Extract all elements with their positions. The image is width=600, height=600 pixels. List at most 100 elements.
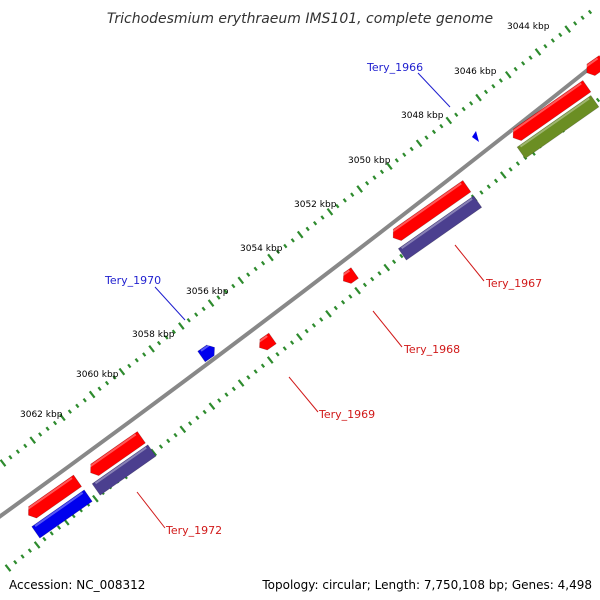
outer-tick-mark bbox=[415, 139, 423, 148]
inner-tick-mark bbox=[508, 167, 513, 172]
outer-tick-mark bbox=[409, 146, 414, 152]
outer-tick-mark bbox=[148, 344, 155, 353]
outer-tick-mark bbox=[75, 403, 80, 409]
outer-tick-mark bbox=[67, 409, 72, 414]
outer-tick-mark bbox=[207, 299, 215, 307]
outer-tick-mark bbox=[127, 363, 132, 369]
inner-tick-mark bbox=[166, 438, 171, 444]
outer-tick-mark bbox=[59, 413, 66, 422]
inner-tick-mark bbox=[158, 444, 164, 449]
cds-feature bbox=[585, 55, 600, 76]
outer-tick-mark bbox=[424, 135, 429, 140]
outer-tick-mark bbox=[580, 15, 585, 20]
outer-tick-mark bbox=[445, 116, 453, 125]
genome-backbone bbox=[0, 58, 600, 519]
outer-tick-mark bbox=[498, 78, 503, 83]
inner-tick-mark bbox=[179, 425, 187, 434]
outer-tick-mark bbox=[394, 158, 399, 163]
inner-tick-mark bbox=[479, 190, 484, 195]
inner-tick-mark bbox=[311, 323, 317, 328]
gene-label: Tery_1968 bbox=[403, 343, 460, 356]
outer-tick-mark bbox=[504, 70, 512, 79]
tick-label: 3062 kbp bbox=[20, 410, 63, 420]
cds-feature bbox=[258, 332, 277, 351]
outer-tick-mark bbox=[372, 175, 377, 180]
outer-tick-mark bbox=[178, 322, 185, 330]
tick-marks bbox=[0, 9, 600, 572]
cds-feature bbox=[397, 195, 483, 261]
inner-tick-mark bbox=[202, 409, 207, 415]
outer-tick-mark bbox=[97, 386, 102, 392]
inner-tick-mark bbox=[275, 351, 280, 357]
outer-tick-mark bbox=[223, 289, 229, 294]
cds-feature bbox=[516, 95, 600, 159]
outer-tick-mark bbox=[312, 220, 318, 226]
cds-feature bbox=[31, 489, 93, 539]
inner-tick-mark bbox=[354, 286, 361, 295]
outer-tick-mark bbox=[521, 61, 526, 66]
inner-tick-mark bbox=[499, 171, 507, 179]
tick-labels: 3044 kbp 3046 kbp 3048 kbp 3050 kbp 3052 kbp… bbox=[20, 22, 550, 420]
outer-tick-mark bbox=[469, 101, 474, 106]
outer-tick-mark bbox=[483, 89, 489, 95]
outer-tick-mark bbox=[29, 436, 37, 445]
inner-tick-mark bbox=[92, 494, 99, 503]
map-title: Trichodesmium erythraeum IMS101, complet… bbox=[107, 11, 493, 27]
outer-tick-mark bbox=[356, 185, 363, 193]
cds-feature bbox=[342, 267, 359, 284]
gene-label: Tery_1967 bbox=[485, 277, 542, 290]
outer-tick-mark bbox=[350, 192, 355, 197]
outer-tick-mark bbox=[253, 266, 258, 272]
tick-label: 3054 kbp bbox=[240, 244, 283, 254]
inner-tick-mark bbox=[304, 328, 309, 334]
outer-tick-mark bbox=[386, 162, 393, 170]
outer-tick-mark bbox=[88, 390, 96, 399]
tick-label: 3056 kbp bbox=[186, 287, 229, 297]
outer-tick-mark bbox=[534, 48, 542, 56]
outer-tick-mark bbox=[164, 335, 169, 340]
genome-summary-text: Topology: circular; Length: 7,750,108 bp… bbox=[262, 578, 592, 592]
cds-feature bbox=[89, 431, 146, 476]
outer-tick-mark bbox=[15, 449, 20, 454]
inner-tick-mark bbox=[237, 379, 245, 387]
outer-tick-mark bbox=[402, 152, 407, 157]
outer-tick-mark bbox=[156, 340, 162, 346]
inner-tick-mark bbox=[246, 375, 251, 380]
outer-tick-mark bbox=[564, 25, 572, 33]
inner-tick-mark bbox=[42, 536, 47, 542]
outer-tick-mark bbox=[491, 83, 496, 89]
outer-tick-mark bbox=[38, 432, 43, 437]
inner-tick-mark bbox=[195, 415, 200, 421]
outer-tick-mark bbox=[118, 367, 126, 376]
outer-tick-mark bbox=[320, 215, 325, 220]
outer-tick-mark bbox=[112, 375, 117, 380]
inner-tick-mark bbox=[289, 340, 295, 345]
inner-tick-mark bbox=[383, 263, 391, 272]
outer-tick-mark bbox=[186, 318, 191, 323]
cds-feature bbox=[27, 474, 83, 519]
inner-tick-mark bbox=[325, 309, 332, 318]
tick-label: 3060 kbp bbox=[76, 370, 119, 380]
inner-tick-mark bbox=[150, 448, 158, 457]
inner-tick-mark bbox=[362, 282, 368, 288]
inner-tick-mark bbox=[399, 253, 404, 259]
cds-feature bbox=[391, 180, 472, 242]
accession-text: Accession: NC_008312 bbox=[9, 578, 146, 592]
tick-label: 3048 kbp bbox=[401, 111, 444, 121]
outer-tick-mark bbox=[364, 181, 370, 186]
outer-tick-mark bbox=[573, 21, 578, 26]
outer-tick-mark bbox=[305, 226, 310, 232]
outer-tick-mark bbox=[475, 93, 482, 102]
inner-tick-mark bbox=[391, 259, 397, 265]
outer-tick-mark bbox=[45, 426, 50, 432]
inner-tick-mark bbox=[33, 541, 41, 549]
outer-tick-mark bbox=[379, 169, 385, 175]
outer-tick-mark bbox=[550, 38, 555, 43]
outer-tick-mark bbox=[231, 283, 236, 289]
inner-tick-mark bbox=[217, 398, 222, 403]
outer-tick-mark bbox=[246, 272, 251, 277]
inner-tick-mark bbox=[348, 294, 353, 299]
gene-features bbox=[27, 55, 600, 539]
outer-tick-mark bbox=[201, 306, 206, 312]
outer-tick-mark bbox=[8, 455, 13, 460]
